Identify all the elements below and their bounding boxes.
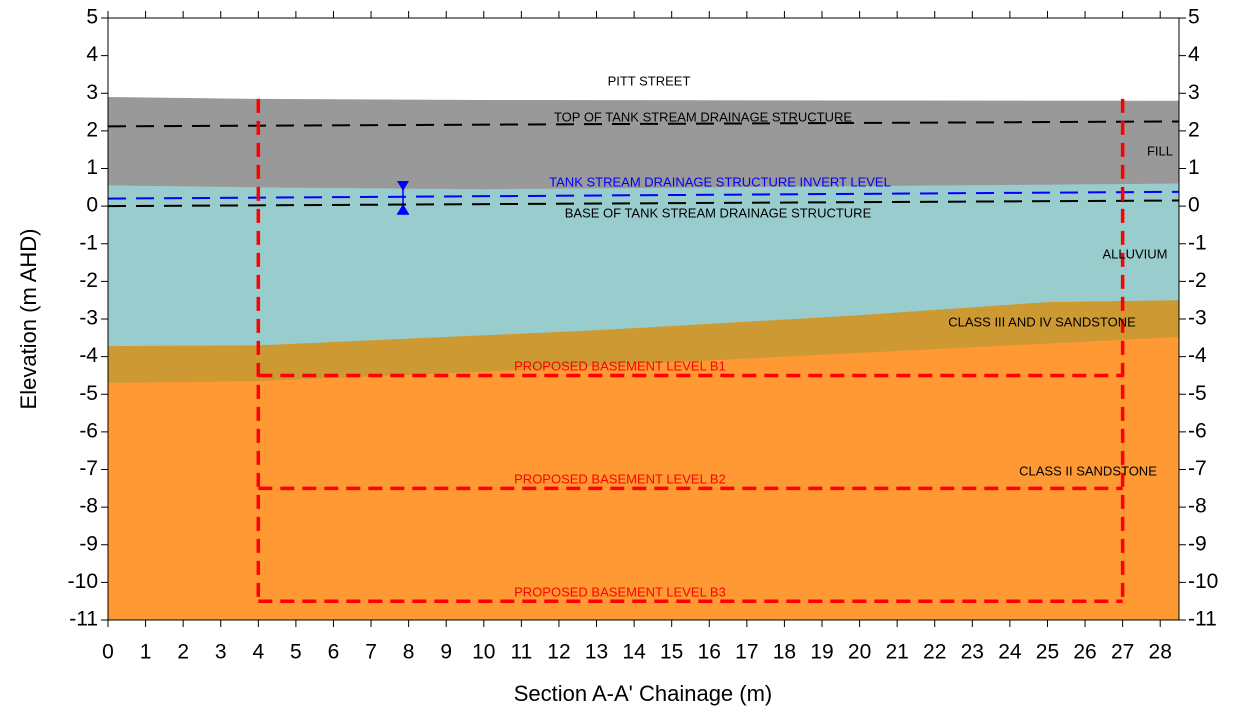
x-tick-label: 13 (585, 641, 608, 664)
y2-tick-label: 5 (1188, 6, 1200, 29)
x-tick-label: 7 (365, 641, 377, 664)
y2-tick-label: 3 (1188, 81, 1200, 104)
y-tick-label: 0 (86, 194, 98, 217)
y2-tick-label: -1 (1188, 231, 1207, 254)
series-label: PROPOSED BASEMENT LEVEL B1 (514, 358, 726, 373)
y2-tick-label: -10 (1188, 570, 1218, 593)
x-tick-label: 18 (773, 641, 796, 664)
x-tick-label: 26 (1073, 641, 1096, 664)
x-tick-label: 6 (328, 641, 340, 664)
x-tick-label: 11 (510, 641, 532, 664)
x-tick-label: 4 (252, 641, 264, 664)
series-label: PROPOSED BASEMENT LEVEL B2 (514, 471, 726, 486)
x-tick-label: 2 (177, 641, 189, 664)
series-label: CLASS III AND IV SANDSTONE (948, 314, 1136, 329)
series-label: BASE OF TANK STREAM DRAINAGE STRUCTURE (565, 205, 872, 220)
x-tick-label: 17 (735, 641, 758, 664)
y2-tick-label: -9 (1188, 532, 1207, 555)
y-tick-label: 4 (86, 43, 98, 66)
series-label: ALLUVIUM (1102, 246, 1167, 261)
series-label: TANK STREAM DRAINAGE STRUCTURE INVERT LE… (549, 174, 891, 189)
x-tick-label: 8 (403, 641, 415, 664)
x-tick-label: 3 (215, 641, 227, 664)
x-tick-label: 16 (698, 641, 721, 664)
x-tick-label: 5 (290, 641, 302, 664)
y-tick-label: -5 (79, 382, 98, 405)
series-label: FILL (1147, 143, 1173, 158)
y2-tick-label: -5 (1188, 382, 1207, 405)
x-tick-label: 10 (472, 641, 495, 664)
x-tick-label: 15 (660, 641, 683, 664)
y2-tick-label: 2 (1188, 118, 1200, 141)
y-tick-label: -3 (79, 307, 98, 330)
chart: PITT STREET Section A-A' Chainage (m) El… (0, 0, 1247, 715)
y-tick-label: 5 (86, 6, 98, 29)
y2-tick-label: -8 (1188, 495, 1207, 518)
x-tick-label: 27 (1111, 641, 1134, 664)
y-tick-label: 1 (86, 156, 98, 179)
x-tick-label: 20 (848, 641, 871, 664)
y-axis-label: Elevation (m AHD) (16, 229, 41, 410)
x-tick-label: 21 (885, 641, 908, 664)
y-tick-label: -7 (79, 457, 98, 480)
y-tick-label: -9 (79, 532, 98, 555)
x-axis-label: Section A-A' Chainage (m) (514, 681, 773, 706)
series-label: CLASS II SANDSTONE (1019, 463, 1157, 478)
page: {"chart_data": {"type": "section", "xlab… (0, 0, 1247, 720)
annotation: PITT STREET (608, 73, 691, 88)
y-tick-label: 2 (86, 118, 98, 141)
y-tick-label: -6 (79, 419, 98, 442)
x-tick-label: 28 (1149, 641, 1172, 664)
x-tick-label: 19 (810, 641, 833, 664)
y-tick-label: -10 (68, 570, 98, 593)
y2-tick-label: 4 (1188, 43, 1200, 66)
y2-tick-label: -2 (1188, 269, 1207, 292)
y2-tick-label: -7 (1188, 457, 1207, 480)
y2-tick-label: 1 (1188, 156, 1200, 179)
y2-tick-label: -3 (1188, 307, 1207, 330)
y2-tick-label: -4 (1188, 344, 1207, 367)
y-tick-label: -1 (79, 231, 98, 254)
y2-tick-label: -11 (1188, 608, 1217, 631)
y2-tick-label: 0 (1188, 194, 1200, 217)
y2-tick-label: -6 (1188, 419, 1207, 442)
y-tick-label: -4 (79, 344, 98, 367)
x-tick-label: 22 (923, 641, 946, 664)
x-tick-label: 1 (140, 641, 152, 664)
y-tick-label: -2 (79, 269, 98, 292)
x-tick-label: 25 (1036, 641, 1059, 664)
y-tick-label: -8 (79, 495, 98, 518)
x-tick-label: 12 (547, 641, 570, 664)
x-tick-label: 23 (961, 641, 984, 664)
series-label: PROPOSED BASEMENT LEVEL B3 (514, 584, 726, 599)
x-tick-label: 9 (440, 641, 452, 664)
series-label: TOP OF TANK STREAM DRAINAGE STRUCTURE (554, 109, 852, 124)
x-tick-label: 14 (622, 641, 646, 664)
y-tick-label: 3 (86, 81, 98, 104)
x-tick-label: 24 (998, 641, 1022, 664)
y-tick-label: -11 (69, 608, 98, 631)
x-tick-label: 0 (102, 641, 114, 664)
